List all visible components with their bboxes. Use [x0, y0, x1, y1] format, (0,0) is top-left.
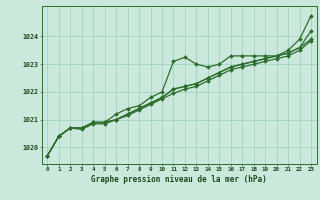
- X-axis label: Graphe pression niveau de la mer (hPa): Graphe pression niveau de la mer (hPa): [91, 175, 267, 184]
